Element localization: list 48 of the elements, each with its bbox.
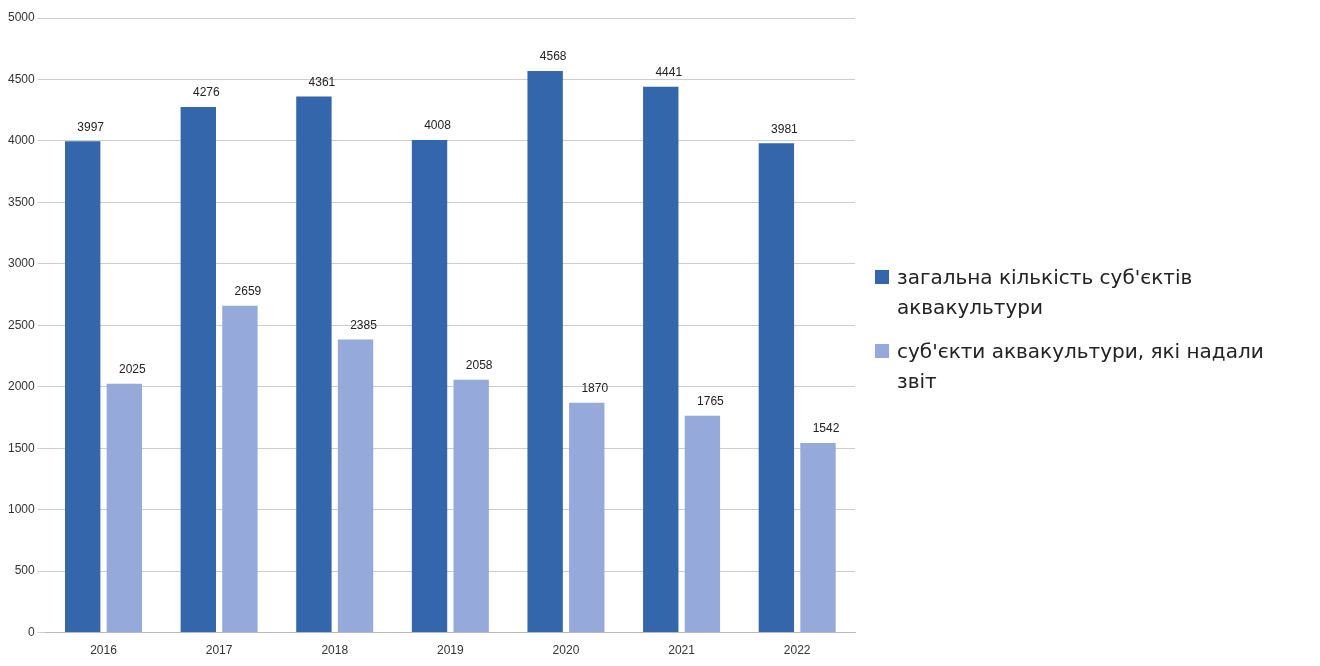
data-label: 4568	[539, 49, 567, 64]
bar	[643, 86, 679, 633]
bar	[296, 96, 332, 633]
x-tick-label: 2022	[783, 643, 811, 658]
y-tick-label: 2500	[7, 317, 36, 332]
x-tick-label: 2016	[90, 643, 118, 658]
x-tick-label: 2020	[552, 643, 580, 658]
data-label: 3997	[77, 119, 105, 134]
bar	[65, 141, 101, 633]
bar	[337, 339, 374, 633]
x-tick-label: 2017	[205, 643, 233, 658]
data-label: 2058	[465, 357, 493, 372]
data-label: 1870	[581, 381, 609, 396]
bar	[569, 402, 605, 633]
y-tick-label: 5000	[7, 10, 36, 25]
bar	[411, 139, 448, 633]
data-label: 3981	[771, 121, 799, 136]
bar	[800, 443, 836, 633]
legend-label: суб'єкти аквакультури, які надали звіт	[897, 338, 1265, 395]
y-tick-label: 2000	[7, 379, 36, 394]
y-tick-label: 3500	[7, 194, 36, 209]
x-tick-label: 2019	[437, 643, 465, 658]
y-tick-label: 3000	[7, 256, 36, 271]
data-label: 4361	[308, 74, 336, 89]
bar	[684, 415, 721, 633]
y-tick-label: 500	[14, 563, 36, 578]
data-label: 1765	[697, 393, 725, 408]
bar	[453, 379, 489, 633]
y-tick-label: 1000	[7, 501, 36, 516]
bar	[527, 71, 563, 633]
data-label: 4441	[655, 65, 683, 80]
bar	[106, 383, 142, 633]
data-label: 2659	[234, 284, 262, 299]
bar	[222, 305, 258, 633]
bar	[180, 106, 216, 633]
data-label: 4276	[192, 85, 220, 100]
y-tick-label: 0	[28, 624, 36, 639]
x-tick-label: 2021	[668, 643, 696, 658]
data-label: 2025	[118, 362, 146, 376]
y-tick-label: 4500	[7, 71, 36, 86]
y-tick-label: 4000	[7, 133, 36, 148]
data-label: 4008	[424, 118, 452, 133]
data-label: 2385	[350, 317, 378, 332]
legend-label: загальна кількість суб'єктів аквакультури	[897, 264, 1194, 321]
data-label: 1542	[812, 421, 840, 436]
y-tick-label: 1500	[7, 440, 36, 455]
bar	[758, 143, 795, 633]
x-tick-label: 2018	[321, 643, 349, 658]
